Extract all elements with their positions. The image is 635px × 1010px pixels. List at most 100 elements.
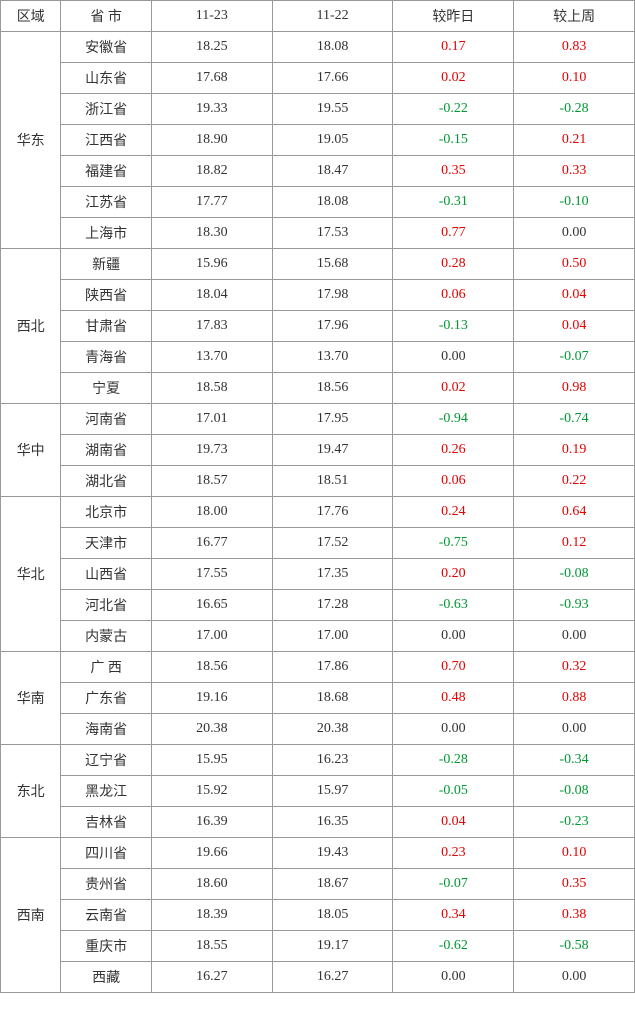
province-cell: 广东省 [61,683,152,714]
table-row: 广东省19.1618.680.480.88 [1,683,635,714]
vs-yesterday-cell: 0.06 [393,280,514,311]
province-cell: 云南省 [61,900,152,931]
region-cell: 华北 [1,497,61,652]
province-cell: 山西省 [61,559,152,590]
header-date1: 11-23 [151,1,272,32]
table-row: 华南广 西18.5617.860.700.32 [1,652,635,683]
date1-cell: 18.60 [151,869,272,900]
region-cell: 华南 [1,652,61,745]
table-row: 天津市16.7717.52-0.750.12 [1,528,635,559]
vs-lastweek-cell: 0.10 [514,838,635,869]
vs-yesterday-cell: -0.62 [393,931,514,962]
date2-cell: 16.35 [272,807,393,838]
province-cell: 西藏 [61,962,152,993]
date2-cell: 18.51 [272,466,393,497]
vs-yesterday-cell: 0.28 [393,249,514,280]
province-cell: 四川省 [61,838,152,869]
date1-cell: 16.39 [151,807,272,838]
vs-yesterday-cell: 0.02 [393,63,514,94]
region-cell: 西北 [1,249,61,404]
vs-yesterday-cell: 0.23 [393,838,514,869]
province-cell: 北京市 [61,497,152,528]
province-cell: 辽宁省 [61,745,152,776]
vs-lastweek-cell: 0.10 [514,63,635,94]
date1-cell: 19.33 [151,94,272,125]
date2-cell: 17.96 [272,311,393,342]
vs-lastweek-cell: 0.12 [514,528,635,559]
header-vs-yesterday: 较昨日 [393,1,514,32]
vs-yesterday-cell: -0.22 [393,94,514,125]
vs-lastweek-cell: 0.33 [514,156,635,187]
date2-cell: 17.53 [272,218,393,249]
table-row: 上海市18.3017.530.770.00 [1,218,635,249]
vs-lastweek-cell: -0.93 [514,590,635,621]
vs-lastweek-cell: -0.07 [514,342,635,373]
vs-lastweek-cell: 0.88 [514,683,635,714]
province-cell: 海南省 [61,714,152,745]
vs-lastweek-cell: 0.00 [514,621,635,652]
date1-cell: 17.68 [151,63,272,94]
date1-cell: 18.57 [151,466,272,497]
vs-yesterday-cell: -0.31 [393,187,514,218]
vs-yesterday-cell: 0.04 [393,807,514,838]
date1-cell: 17.77 [151,187,272,218]
date2-cell: 16.23 [272,745,393,776]
province-cell: 湖北省 [61,466,152,497]
table-row: 湖北省18.5718.510.060.22 [1,466,635,497]
date1-cell: 16.77 [151,528,272,559]
vs-yesterday-cell: 0.34 [393,900,514,931]
vs-lastweek-cell: 0.32 [514,652,635,683]
date1-cell: 17.01 [151,404,272,435]
vs-yesterday-cell: 0.35 [393,156,514,187]
province-cell: 山东省 [61,63,152,94]
date2-cell: 18.08 [272,187,393,218]
table-header-row: 区域 省 市 11-23 11-22 较昨日 较上周 [1,1,635,32]
header-region: 区域 [1,1,61,32]
province-cell: 福建省 [61,156,152,187]
date2-cell: 17.28 [272,590,393,621]
date2-cell: 19.05 [272,125,393,156]
vs-lastweek-cell: -0.28 [514,94,635,125]
date2-cell: 15.68 [272,249,393,280]
vs-lastweek-cell: -0.08 [514,776,635,807]
date2-cell: 17.76 [272,497,393,528]
date2-cell: 17.95 [272,404,393,435]
vs-yesterday-cell: 0.26 [393,435,514,466]
province-cell: 甘肃省 [61,311,152,342]
date2-cell: 19.47 [272,435,393,466]
date1-cell: 18.82 [151,156,272,187]
date2-cell: 17.00 [272,621,393,652]
vs-yesterday-cell: 0.20 [393,559,514,590]
table-body: 华东安徽省18.2518.080.170.83山东省17.6817.660.02… [1,32,635,993]
table-row: 海南省20.3820.380.000.00 [1,714,635,745]
province-cell: 宁夏 [61,373,152,404]
vs-yesterday-cell: -0.15 [393,125,514,156]
province-cell: 陕西省 [61,280,152,311]
date1-cell: 18.00 [151,497,272,528]
province-cell: 河南省 [61,404,152,435]
date1-cell: 18.04 [151,280,272,311]
vs-yesterday-cell: 0.70 [393,652,514,683]
table-row: 内蒙古17.0017.000.000.00 [1,621,635,652]
vs-lastweek-cell: 0.35 [514,869,635,900]
date2-cell: 18.05 [272,900,393,931]
vs-yesterday-cell: 0.48 [393,683,514,714]
vs-yesterday-cell: 0.00 [393,342,514,373]
table-row: 山西省17.5517.350.20-0.08 [1,559,635,590]
vs-lastweek-cell: 0.50 [514,249,635,280]
date1-cell: 15.96 [151,249,272,280]
table-row: 吉林省16.3916.350.04-0.23 [1,807,635,838]
table-row: 黑龙江15.9215.97-0.05-0.08 [1,776,635,807]
date2-cell: 16.27 [272,962,393,993]
date1-cell: 18.25 [151,32,272,63]
vs-lastweek-cell: -0.34 [514,745,635,776]
vs-lastweek-cell: 0.00 [514,962,635,993]
date2-cell: 18.67 [272,869,393,900]
province-cell: 重庆市 [61,931,152,962]
vs-yesterday-cell: 0.02 [393,373,514,404]
province-cell: 江苏省 [61,187,152,218]
vs-lastweek-cell: 0.00 [514,218,635,249]
date2-cell: 13.70 [272,342,393,373]
date2-cell: 19.55 [272,94,393,125]
date1-cell: 19.16 [151,683,272,714]
